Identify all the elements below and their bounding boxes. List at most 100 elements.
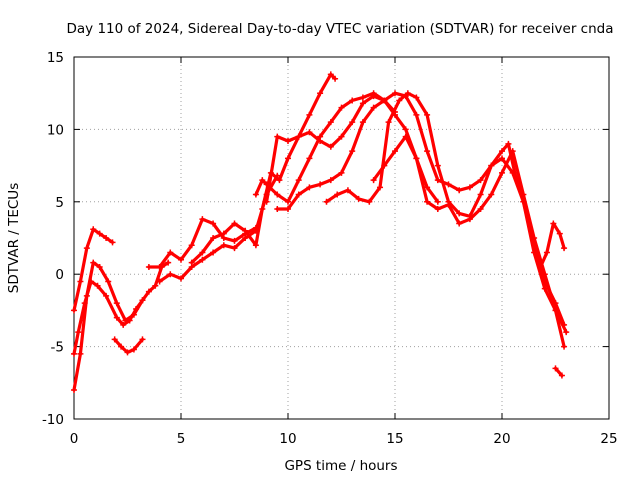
data-point	[466, 216, 473, 223]
x-tick-label: 10	[279, 431, 296, 447]
data-point	[285, 137, 291, 144]
y-tick-label: 0	[55, 267, 64, 283]
data-point	[370, 104, 377, 111]
data-point	[103, 292, 110, 299]
data-point	[488, 191, 495, 198]
data-point	[71, 307, 77, 314]
data-point	[424, 148, 431, 155]
data-point	[94, 282, 101, 289]
x-tick-label: 0	[70, 431, 79, 447]
data-point	[274, 133, 281, 140]
data-point	[338, 169, 345, 176]
data-point	[317, 137, 324, 144]
data-point	[83, 245, 90, 252]
data-point	[263, 198, 270, 205]
data-point	[499, 169, 505, 176]
data-point	[550, 220, 557, 227]
data-point	[152, 282, 159, 289]
data-point	[113, 314, 120, 321]
data-point	[83, 292, 90, 299]
data-point	[90, 226, 97, 233]
data-point	[231, 237, 238, 244]
data-point	[317, 181, 324, 188]
data-point	[156, 278, 163, 285]
data-point	[105, 278, 112, 285]
data-point	[259, 177, 266, 184]
data-point	[167, 249, 174, 256]
data-point	[199, 249, 206, 256]
data-point	[477, 177, 484, 184]
series-track-f	[158, 174, 279, 283]
data-point	[434, 162, 441, 169]
data-point	[220, 242, 227, 249]
data-point	[188, 242, 195, 249]
data-point	[392, 90, 398, 97]
data-point	[413, 94, 420, 101]
grid	[74, 57, 609, 419]
data-point	[541, 285, 548, 292]
data-point	[359, 94, 366, 101]
data-point	[552, 307, 559, 314]
data-point	[392, 148, 398, 155]
data-point	[327, 143, 334, 150]
x-axis-label: GPS time / hours	[284, 458, 397, 474]
data-point	[139, 336, 146, 343]
data-point	[456, 210, 463, 217]
data-point	[509, 169, 516, 176]
data-point	[402, 133, 409, 140]
data-point	[145, 263, 152, 270]
data-point	[96, 230, 103, 237]
chart-title: Day 110 of 2024, Sidereal Day-to-day VTE…	[67, 21, 614, 37]
data-point	[505, 140, 512, 147]
data-point	[413, 155, 420, 162]
data-point	[477, 191, 484, 198]
data-point	[167, 271, 174, 278]
data-point	[188, 259, 195, 266]
data-point	[109, 239, 116, 246]
data-point	[178, 275, 184, 282]
y-tick-label: 15	[47, 50, 64, 66]
data-point	[456, 220, 463, 227]
data-point	[370, 93, 377, 100]
data-point	[561, 245, 568, 252]
data-point	[558, 372, 565, 379]
data-point	[334, 191, 341, 198]
series-track-c	[72, 261, 170, 392]
data-point	[252, 191, 259, 198]
data-point	[552, 365, 559, 372]
x-tick-label: 25	[600, 431, 617, 447]
data-series	[71, 71, 570, 394]
data-point	[71, 387, 77, 394]
axis-ticks: 0 5 10 15 20 25 -10 -5 0 5 10 15	[42, 50, 618, 447]
data-point	[130, 346, 137, 353]
data-point	[355, 195, 362, 202]
data-point	[396, 97, 403, 104]
data-point	[276, 177, 283, 184]
data-point	[242, 227, 249, 234]
data-point	[349, 119, 356, 126]
data-point	[349, 148, 356, 155]
data-point	[531, 249, 538, 256]
data-point	[499, 148, 505, 155]
data-point	[120, 321, 127, 328]
data-point	[344, 187, 351, 194]
x-tick-label: 5	[177, 431, 186, 447]
data-point	[285, 155, 291, 162]
data-point	[306, 155, 313, 162]
data-point	[252, 242, 259, 249]
y-tick-label: -10	[42, 412, 64, 428]
series-track-i	[275, 91, 566, 327]
series-track-n	[553, 366, 564, 378]
data-point	[434, 198, 441, 205]
data-point	[77, 350, 84, 357]
series-track-l	[372, 135, 566, 349]
data-point	[434, 206, 441, 213]
data-point	[122, 317, 129, 324]
data-point	[556, 230, 563, 237]
data-point	[145, 288, 152, 295]
data-point	[477, 206, 484, 213]
data-point	[445, 181, 452, 188]
data-point	[274, 191, 281, 198]
data-point	[295, 177, 302, 184]
